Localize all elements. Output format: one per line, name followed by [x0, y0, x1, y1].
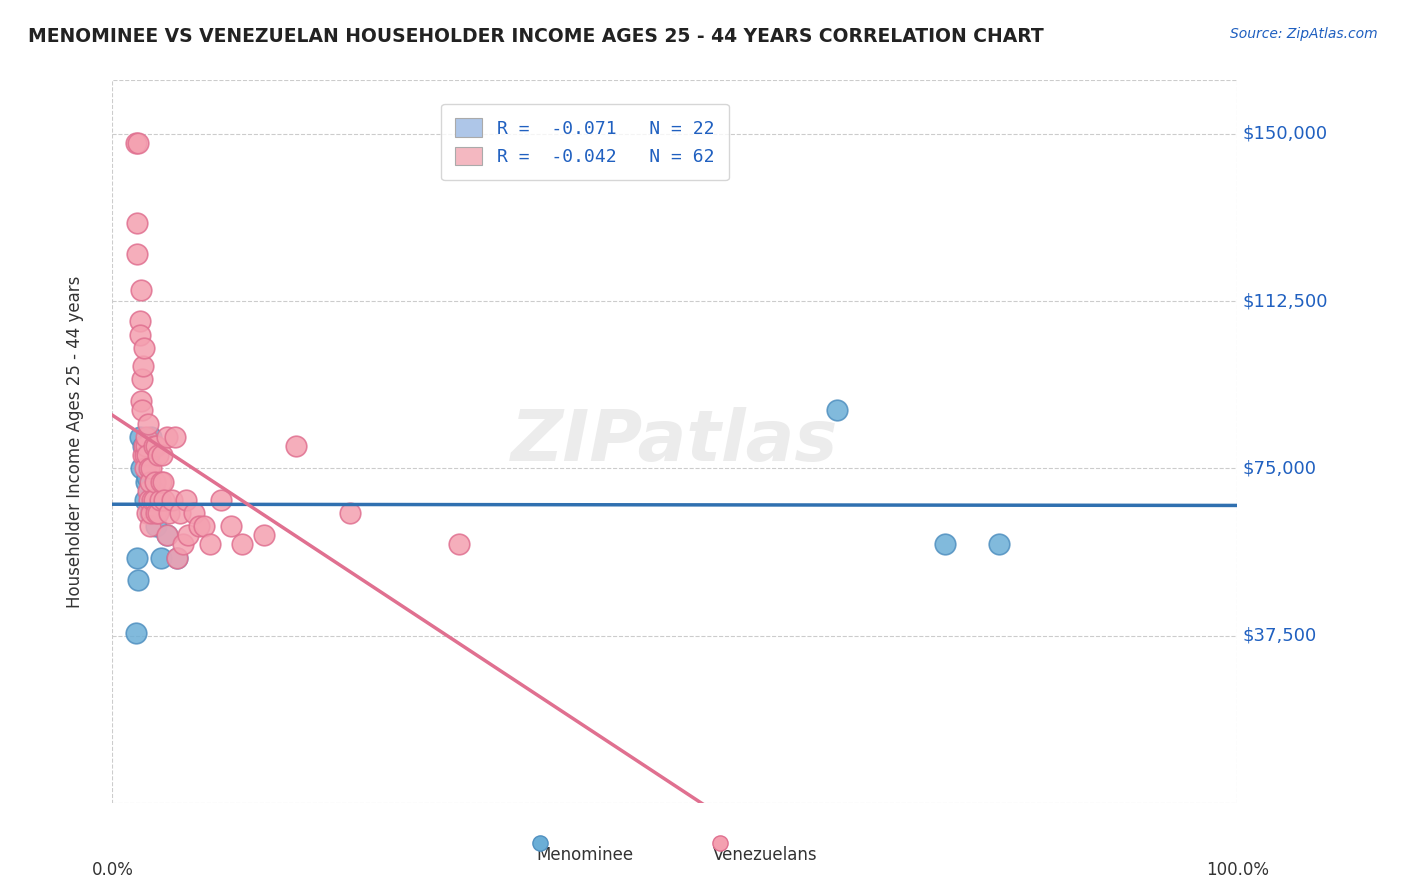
Point	[172, 537, 194, 551]
Point	[136, 470, 159, 484]
Point	[253, 528, 276, 542]
Point	[138, 448, 160, 462]
Point	[146, 506, 169, 520]
Point	[209, 492, 232, 507]
Point	[139, 506, 162, 520]
Point	[134, 448, 156, 462]
Point	[707, 796, 730, 810]
Point	[141, 492, 163, 507]
Point	[128, 430, 150, 444]
Point	[129, 283, 152, 297]
Point	[339, 506, 361, 520]
Point	[132, 439, 155, 453]
Point	[145, 506, 167, 520]
Point	[169, 506, 191, 520]
Text: $75,000: $75,000	[1243, 459, 1316, 477]
Text: MENOMINEE VS VENEZUELAN HOUSEHOLDER INCOME AGES 25 - 44 YEARS CORRELATION CHART: MENOMINEE VS VENEZUELAN HOUSEHOLDER INCO…	[28, 27, 1043, 45]
Point	[132, 439, 155, 453]
Point	[188, 519, 211, 533]
Point	[534, 796, 557, 810]
Text: $37,500: $37,500	[1243, 626, 1317, 645]
Point	[135, 439, 157, 453]
Text: Source: ZipAtlas.com: Source: ZipAtlas.com	[1230, 27, 1378, 41]
Point	[139, 519, 162, 533]
Point	[136, 448, 159, 462]
Point	[221, 519, 243, 533]
Point	[174, 492, 197, 507]
Point	[145, 519, 167, 533]
Point	[165, 430, 187, 444]
Point	[135, 430, 157, 444]
Point	[150, 475, 173, 489]
Point	[132, 359, 155, 373]
Point	[198, 537, 221, 551]
Text: Menominee: Menominee	[536, 847, 634, 864]
Text: $112,500: $112,500	[1243, 292, 1329, 310]
Point	[132, 341, 155, 355]
Point	[143, 475, 166, 489]
Point	[231, 537, 253, 551]
Point	[141, 430, 163, 444]
Point	[166, 550, 188, 565]
Point	[447, 537, 470, 551]
Point	[155, 528, 177, 542]
Point	[145, 439, 167, 453]
Point	[153, 492, 176, 507]
Point	[285, 439, 308, 453]
Point	[142, 483, 165, 498]
Point	[138, 492, 160, 507]
Point	[141, 461, 163, 475]
Point	[157, 506, 180, 520]
Point	[136, 439, 159, 453]
Point	[139, 475, 162, 489]
Point	[193, 519, 215, 533]
Point	[183, 506, 205, 520]
Point	[141, 506, 163, 520]
Point	[155, 430, 177, 444]
Point	[129, 394, 152, 409]
Text: $150,000: $150,000	[1243, 125, 1327, 143]
Point	[934, 537, 956, 551]
Point	[138, 461, 160, 475]
Point	[128, 314, 150, 328]
Point	[825, 403, 848, 417]
Text: ZIPatlas: ZIPatlas	[512, 407, 838, 476]
Text: Householder Income Ages 25 - 44 years: Householder Income Ages 25 - 44 years	[66, 276, 83, 607]
Point	[988, 537, 1011, 551]
Point	[166, 550, 188, 565]
Point	[128, 327, 150, 342]
Point	[152, 475, 174, 489]
Point	[131, 372, 153, 386]
Point	[150, 448, 173, 462]
Point	[177, 528, 200, 542]
Point	[127, 136, 149, 150]
Point	[125, 136, 148, 150]
Point	[149, 492, 172, 507]
Point	[127, 216, 149, 230]
Point	[129, 461, 152, 475]
Text: 100.0%: 100.0%	[1206, 861, 1268, 879]
Legend: R =  -0.071   N = 22, R =  -0.042   N = 62: R = -0.071 N = 22, R = -0.042 N = 62	[441, 103, 728, 180]
Point	[134, 492, 156, 507]
Point	[136, 506, 159, 520]
Text: Venezuelans: Venezuelans	[713, 847, 817, 864]
Point	[142, 439, 165, 453]
Point	[136, 483, 159, 498]
Point	[131, 403, 153, 417]
Point	[142, 492, 165, 507]
Point	[127, 573, 149, 587]
Point	[146, 492, 169, 507]
Point	[125, 626, 148, 640]
Point	[136, 417, 159, 431]
Point	[127, 247, 149, 261]
Point	[150, 550, 173, 565]
Point	[160, 492, 183, 507]
Text: 0.0%: 0.0%	[91, 861, 134, 879]
Point	[134, 461, 156, 475]
Point	[135, 475, 157, 489]
Point	[155, 528, 177, 542]
Point	[127, 550, 149, 565]
Point	[146, 448, 169, 462]
Point	[132, 448, 155, 462]
